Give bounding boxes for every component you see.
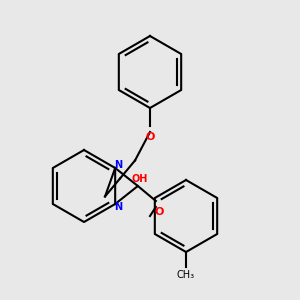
Text: N: N [114,202,122,212]
Text: O: O [145,132,155,142]
Text: OH: OH [132,173,148,184]
Text: N: N [114,160,122,170]
Text: CH₃: CH₃ [177,270,195,280]
Text: O: O [154,207,164,217]
